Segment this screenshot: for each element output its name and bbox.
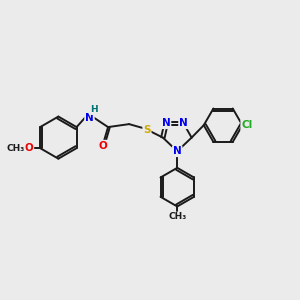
Text: CH₃: CH₃ bbox=[6, 144, 25, 153]
Text: H: H bbox=[90, 105, 98, 114]
Text: O: O bbox=[98, 141, 107, 151]
Text: N: N bbox=[179, 118, 188, 128]
Text: N: N bbox=[85, 113, 94, 123]
Text: Cl: Cl bbox=[241, 120, 253, 130]
Text: N: N bbox=[173, 146, 182, 156]
Text: O: O bbox=[25, 143, 33, 153]
Text: S: S bbox=[143, 124, 151, 135]
Text: CH₃: CH₃ bbox=[168, 212, 186, 221]
Text: N: N bbox=[162, 118, 170, 128]
